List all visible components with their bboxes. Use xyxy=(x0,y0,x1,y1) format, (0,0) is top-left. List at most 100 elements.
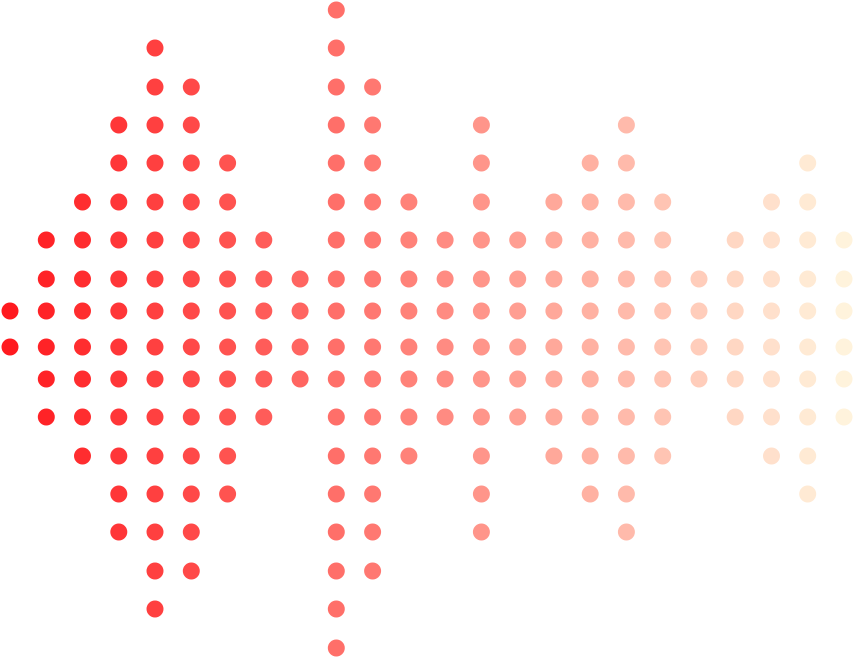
wave-dot xyxy=(146,338,164,356)
wave-dot xyxy=(327,270,345,288)
wave-dot xyxy=(146,408,164,426)
wave-dot xyxy=(182,78,200,96)
wave-dot xyxy=(291,338,309,356)
wave-dot xyxy=(654,231,672,249)
wave-dot xyxy=(1,302,19,320)
wave-dot xyxy=(146,562,164,580)
wave-column xyxy=(110,116,128,541)
wave-dot xyxy=(219,231,237,249)
wave-dot xyxy=(74,193,91,211)
wave-dot xyxy=(291,270,309,288)
wave-dot xyxy=(763,408,780,426)
wave-dot xyxy=(799,408,817,426)
wave-dot xyxy=(835,302,853,320)
wave-dot xyxy=(291,370,309,388)
wave-column xyxy=(436,231,454,426)
wave-dot xyxy=(763,193,780,211)
wave-column xyxy=(545,193,563,465)
wave-dot xyxy=(182,370,200,388)
wave-dot xyxy=(436,302,454,320)
wave-dot xyxy=(146,116,164,134)
wave-column xyxy=(37,231,55,426)
wave-dot xyxy=(146,302,164,320)
wave-dot xyxy=(219,338,237,356)
wave-column xyxy=(146,39,164,618)
wave-dot xyxy=(110,485,128,503)
wave-dot xyxy=(146,39,164,57)
wave-dot xyxy=(37,302,55,320)
wave-dot xyxy=(182,523,200,541)
wave-dot xyxy=(436,231,454,249)
wave-dot xyxy=(110,338,128,356)
wave-dot xyxy=(654,370,672,388)
wave-column xyxy=(835,231,853,426)
wave-dot xyxy=(581,193,599,211)
wave-dot xyxy=(690,302,708,320)
wave-dot xyxy=(509,338,527,356)
wave-dot xyxy=(364,338,382,356)
wave-column xyxy=(690,270,708,388)
wave-column xyxy=(219,154,237,503)
wave-dot xyxy=(545,231,563,249)
wave-dot xyxy=(763,447,780,465)
wave-dot xyxy=(763,302,780,320)
wave-dot xyxy=(617,193,635,211)
wave-dot xyxy=(763,370,780,388)
wave-dot xyxy=(364,485,382,503)
wave-dot xyxy=(617,154,635,172)
wave-dot xyxy=(400,193,418,211)
wave-dot xyxy=(472,447,490,465)
wave-dot xyxy=(182,154,200,172)
wave-dot xyxy=(726,370,744,388)
wave-dot xyxy=(182,562,200,580)
wave-dot xyxy=(799,193,817,211)
wave-dot xyxy=(110,193,128,211)
wave-dot xyxy=(545,193,563,211)
wave-dot xyxy=(545,408,563,426)
wave-column xyxy=(799,154,817,503)
wave-dot xyxy=(581,408,599,426)
wave-dot xyxy=(219,370,237,388)
wave-dot xyxy=(617,447,635,465)
wave-dot xyxy=(364,78,382,96)
wave-dot xyxy=(436,338,454,356)
wave-dot xyxy=(799,302,817,320)
wave-dot xyxy=(146,370,164,388)
wave-dot xyxy=(364,447,382,465)
wave-dot xyxy=(763,338,780,356)
wave-dot xyxy=(690,370,708,388)
wave-column xyxy=(74,193,91,465)
wave-dot xyxy=(255,408,273,426)
wave-dot xyxy=(327,447,345,465)
wave-dot xyxy=(110,408,128,426)
wave-dot xyxy=(110,231,128,249)
wave-dot xyxy=(182,408,200,426)
wave-dot xyxy=(509,408,527,426)
wave-dot xyxy=(146,447,164,465)
wave-dot xyxy=(182,485,200,503)
wave-dot xyxy=(472,270,490,288)
wave-dot xyxy=(364,562,382,580)
wave-dot xyxy=(472,231,490,249)
wave-dot xyxy=(255,338,273,356)
wave-dot xyxy=(327,408,345,426)
wave-dot xyxy=(146,523,164,541)
wave-dot xyxy=(327,485,345,503)
wave-dot xyxy=(110,154,128,172)
wave-dot xyxy=(327,154,345,172)
wave-dot xyxy=(327,39,345,57)
wave-dot xyxy=(364,231,382,249)
wave-dot xyxy=(219,447,237,465)
wave-dot xyxy=(182,116,200,134)
wave-dot xyxy=(37,408,55,426)
wave-dot xyxy=(400,447,418,465)
wave-dot xyxy=(255,231,273,249)
wave-dot xyxy=(581,231,599,249)
wave-column xyxy=(400,193,418,465)
wave-dot xyxy=(654,408,672,426)
wave-dot xyxy=(219,485,237,503)
wave-dot xyxy=(472,154,490,172)
wave-dot xyxy=(835,270,853,288)
wave-dot xyxy=(654,338,672,356)
